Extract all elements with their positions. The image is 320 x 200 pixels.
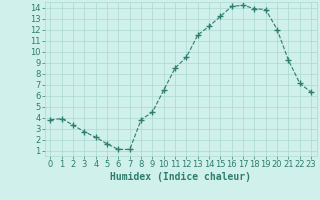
X-axis label: Humidex (Indice chaleur): Humidex (Indice chaleur) — [110, 172, 251, 182]
